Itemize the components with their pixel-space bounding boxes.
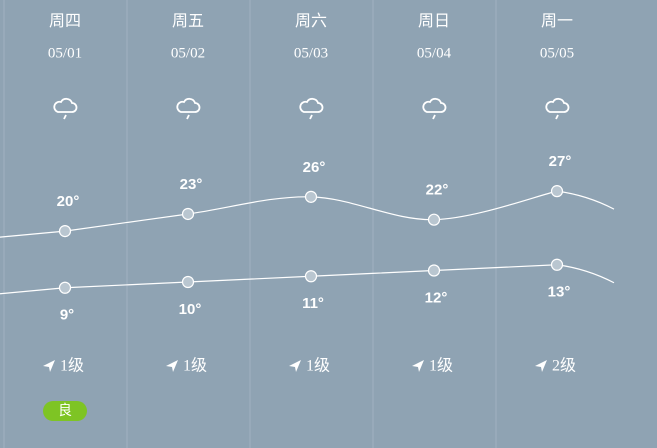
date: 05/01: [48, 45, 82, 61]
high-point: [304, 190, 318, 203]
cloud: [176, 97, 201, 113]
cloud: [545, 97, 570, 113]
rain-drop: [309, 114, 313, 120]
high-point: [427, 213, 441, 226]
weather-icon: [299, 97, 324, 120]
rain-drop: [555, 114, 559, 120]
aqi: 良: [58, 402, 72, 418]
wind-level: 1级: [183, 357, 207, 375]
low-point: [304, 270, 318, 283]
high-temp: 27°: [549, 153, 572, 170]
low-temp: 13°: [548, 284, 571, 301]
wind-level: 1级: [60, 357, 84, 375]
wind-arrow: [289, 360, 301, 372]
low-point: [181, 275, 195, 289]
aqi-badge: [43, 401, 87, 421]
low-temp: 11°: [302, 295, 324, 312]
wind-arrow: [535, 360, 547, 372]
high-temp: 26°: [303, 159, 326, 176]
high-point: [58, 225, 72, 238]
low-temp: 12°: [425, 289, 448, 306]
cloud: [299, 97, 324, 113]
low-temp: 10°: [179, 301, 202, 318]
rain-drop: [186, 114, 190, 120]
rain-drop: [63, 114, 67, 120]
date: 05/05: [540, 45, 574, 61]
weekday: 周五: [172, 13, 204, 30]
cloud: [53, 97, 78, 113]
high-point: [181, 207, 195, 221]
weekday: 周六: [295, 12, 327, 30]
wind-arrow: [43, 360, 55, 372]
date: 05/04: [417, 45, 452, 61]
wind-level: 1级: [306, 357, 330, 375]
wind-arrow: [166, 360, 178, 372]
date: 05/03: [294, 45, 328, 61]
high-point: [550, 185, 564, 198]
weather-icon: [176, 97, 201, 120]
high-temp: 22°: [426, 182, 449, 199]
high-temp: 23°: [180, 176, 203, 193]
weekday: 周四: [49, 13, 81, 30]
high-temp: 20°: [57, 193, 80, 210]
cloud: [422, 97, 447, 113]
low-temp: 9°: [60, 307, 74, 324]
low-point: [427, 264, 441, 277]
wind-level: 1级: [429, 357, 453, 375]
low-point: [58, 281, 72, 294]
rain-drop: [432, 114, 436, 120]
weekday: 周日: [418, 13, 450, 30]
weekday: 周一: [541, 13, 573, 30]
date: 05/02: [171, 45, 205, 61]
weather-icon: [422, 97, 447, 120]
wind-arrow: [412, 360, 424, 372]
weather-icon: [53, 97, 78, 120]
wind-level: 2级: [552, 357, 576, 375]
weather-icon: [545, 97, 570, 120]
low-point: [550, 258, 564, 271]
